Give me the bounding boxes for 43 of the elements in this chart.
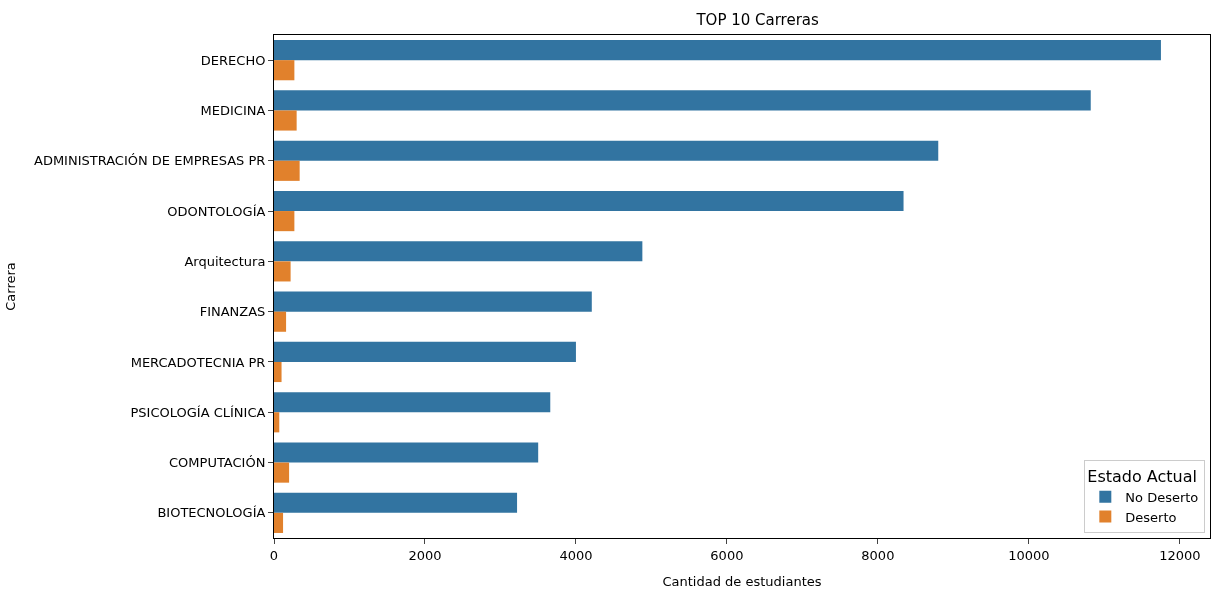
legend-label: Deserto bbox=[1125, 509, 1177, 525]
y-tick-label: COMPUTACIÓN bbox=[169, 455, 266, 471]
y-tick-label: DERECHO bbox=[200, 52, 266, 68]
y-tick-label: ADMINISTRACIÓN DE EMPRESAS PR bbox=[33, 153, 266, 169]
bar bbox=[274, 241, 643, 262]
bar bbox=[274, 211, 295, 232]
bar bbox=[274, 90, 1091, 111]
x-tick-label: 8000 bbox=[861, 547, 895, 563]
y-tick-label: MERCADOTECNIA PR bbox=[130, 354, 266, 370]
bar bbox=[274, 40, 1161, 61]
x-tick-label: 6000 bbox=[710, 547, 744, 563]
x-tick-label: 10000 bbox=[1008, 547, 1050, 563]
bar bbox=[274, 311, 287, 332]
bar bbox=[274, 160, 300, 181]
bar bbox=[274, 462, 290, 483]
bar bbox=[274, 341, 576, 362]
y-tick-label: FINANZAS bbox=[199, 304, 266, 320]
y-tick-label: PSICOLOGÍA CLÍNICA bbox=[130, 404, 266, 420]
bar bbox=[274, 291, 592, 312]
bar bbox=[274, 412, 280, 433]
y-tick-label: MEDICINA bbox=[200, 103, 266, 118]
x-tick-label: 12000 bbox=[1159, 547, 1201, 563]
bar bbox=[274, 512, 284, 533]
bar bbox=[274, 392, 551, 413]
bar bbox=[274, 60, 295, 81]
legend-title: Estado Actual bbox=[1087, 466, 1198, 486]
bar bbox=[274, 361, 282, 383]
bar bbox=[274, 492, 518, 513]
bar bbox=[274, 190, 904, 212]
bar bbox=[274, 261, 291, 282]
x-axis-title: Cantidad de estudiantes bbox=[662, 574, 822, 590]
bar bbox=[274, 140, 939, 161]
legend-label: No Deserto bbox=[1125, 489, 1199, 505]
y-tick-label: Arquitectura bbox=[184, 253, 266, 269]
y-tick-label: ODONTOLOGÍA bbox=[167, 203, 266, 219]
chart-title: TOP 10 Carreras bbox=[695, 11, 820, 30]
bar bbox=[274, 110, 297, 131]
x-tick-label: 0 bbox=[269, 547, 279, 563]
x-tick-label: 2000 bbox=[408, 547, 442, 563]
bar bbox=[274, 442, 539, 463]
y-axis-title: Carrera bbox=[2, 262, 18, 311]
x-tick-label: 4000 bbox=[559, 547, 593, 563]
y-tick-label: BIOTECNOLOGÍA bbox=[157, 505, 266, 521]
